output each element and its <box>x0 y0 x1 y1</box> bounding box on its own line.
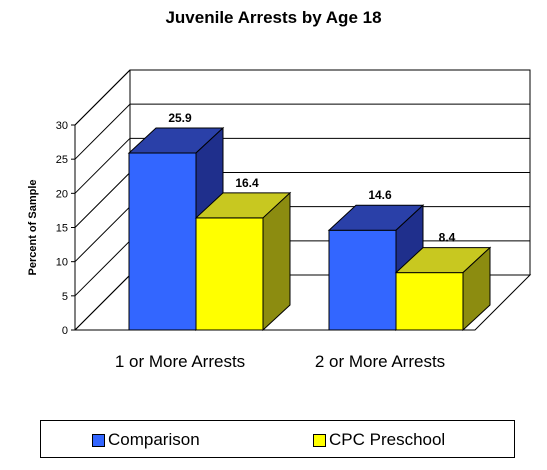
y-tick-label: 20 <box>56 188 68 200</box>
bar-chart: 0 5 10 15 20 25 30 Percent of Sample 25.9 16.4 1 o… <box>27 69 532 371</box>
y-tick-label: 5 <box>62 291 68 303</box>
data-label-cpc-preschool-2-or-more-arrests: 8.4 <box>439 231 456 245</box>
data-label-comparison-1-or-more-arrests: 25.9 <box>168 111 192 125</box>
y-tick-label: 0 <box>62 325 68 337</box>
legend: Comparison CPC Preschool <box>40 420 515 458</box>
legend-label-comparison: Comparison <box>108 430 200 449</box>
bar-comparison-1-or-more-arrests <box>128 152 197 331</box>
legend-item-cpc-preschool: CPC Preschool <box>313 430 445 450</box>
legend-swatch-cpc-preschool <box>313 433 326 447</box>
legend-item-comparison: Comparison <box>92 430 200 450</box>
y-tick-label: 25 <box>56 154 68 166</box>
legend-label-cpc-preschool: CPC Preschool <box>329 430 446 449</box>
legend-swatch-comparison <box>92 433 105 447</box>
y-axis-label: Percent of Sample <box>27 180 39 276</box>
x-tick-label: 1 or More Arrests <box>115 352 245 371</box>
x-tick-label: 2 or More Arrests <box>315 352 445 371</box>
y-tick-label: 30 <box>56 120 68 132</box>
left-wall-top-edge <box>74 69 131 126</box>
gridline <box>74 103 530 160</box>
y-tick-label: 15 <box>56 223 68 235</box>
gridline <box>74 137 530 194</box>
gridline <box>74 69 530 126</box>
chart-title: Juvenile Arrests by Age 18 <box>165 8 382 27</box>
bar-cpc-preschool-2-or-more-arrests <box>395 272 464 331</box>
bar-side-cpc-preschool-2-or-more-arrests <box>462 246 491 332</box>
y-tick-label: 10 <box>56 257 68 269</box>
bar-comparison-2-or-more-arrests <box>328 229 397 331</box>
data-label-cpc-preschool-1-or-more-arrests: 16.4 <box>235 176 259 190</box>
bar-side-cpc-preschool-1-or-more-arrests <box>262 191 291 332</box>
bar-cpc-preschool-1-or-more-arrests <box>195 217 264 331</box>
data-label-comparison-2-or-more-arrests: 14.6 <box>368 188 392 202</box>
